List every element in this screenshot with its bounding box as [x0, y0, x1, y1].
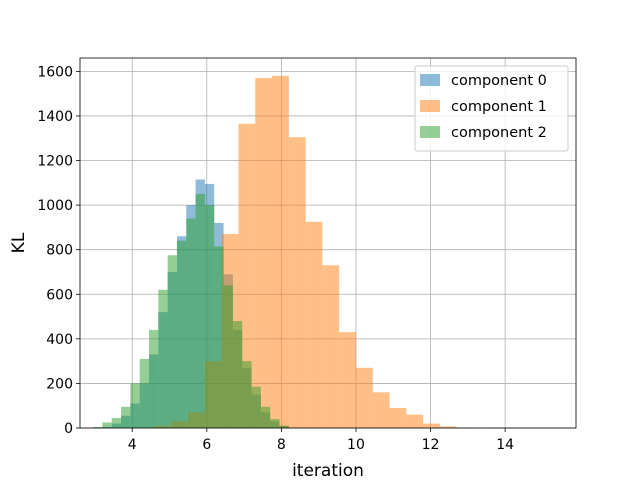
legend-label: component 1: [451, 99, 547, 115]
legend-label: component 0: [451, 73, 547, 89]
y-tick-label: 1000: [37, 198, 73, 214]
series-2-bars: [93, 193, 289, 428]
y-tick-label: 400: [46, 332, 73, 348]
histogram-bar: [186, 218, 196, 428]
x-tick-label: 8: [277, 437, 286, 453]
histogram-bar: [255, 78, 273, 428]
histogram-bar: [242, 361, 252, 428]
histogram-bar: [176, 240, 187, 428]
ticks-layer: 4 6 8 10 12 14 0 200 400 600 800 1000 1200 1400 1600: [37, 64, 514, 453]
legend: component 0 component 1 component 2: [414, 65, 569, 152]
y-tick-label: 1200: [37, 154, 73, 170]
x-tick-label: 4: [128, 437, 137, 453]
histogram-bar: [232, 321, 243, 428]
x-axis-title: iteration: [292, 461, 364, 480]
histogram-bar: [214, 246, 224, 428]
histogram-bar: [251, 386, 261, 428]
legend-swatch: [420, 74, 440, 86]
histogram-bar: [288, 137, 306, 428]
histogram-bar: [111, 417, 122, 428]
x-tick-label: 6: [202, 437, 211, 453]
histogram-bar: [305, 221, 323, 428]
legend-swatch: [420, 100, 440, 112]
histogram-bar: [130, 383, 140, 428]
histogram-bar: [223, 285, 233, 428]
x-tick-label: 10: [347, 437, 365, 453]
histogram-bar: [339, 332, 356, 428]
histogram-bar: [158, 289, 168, 428]
histogram-bar: [372, 392, 390, 428]
histogram-bar: [139, 358, 149, 428]
histogram-bar: [204, 205, 215, 428]
histogram-bar: [279, 425, 289, 428]
y-tick-label: 200: [46, 376, 73, 392]
legend-label: component 2: [451, 125, 547, 141]
y-tick-label: 1600: [37, 64, 73, 80]
y-axis-title: KL: [9, 232, 29, 253]
histogram-bar: [148, 329, 159, 428]
histogram-bar: [93, 426, 103, 428]
histogram-bar: [355, 367, 373, 428]
histogram-bar: [272, 75, 289, 428]
histogram-bar: [121, 406, 131, 428]
histogram-bar: [167, 255, 177, 428]
histogram-bar: [406, 414, 424, 428]
histogram-bar: [238, 123, 256, 428]
legend-box: [414, 65, 569, 152]
bars-layer: [93, 75, 541, 428]
histogram-bar: [102, 422, 112, 428]
histogram-bar: [322, 265, 340, 428]
x-tick-label: 14: [496, 437, 514, 453]
histogram-bar: [439, 426, 457, 428]
y-tick-label: 800: [46, 243, 73, 259]
legend-swatch: [420, 126, 440, 138]
histogram-bar: [195, 193, 205, 428]
histogram-bar: [389, 407, 407, 428]
histogram-bar: [270, 419, 280, 428]
plot-frame: [79, 57, 577, 429]
histogram-bar: [260, 406, 271, 428]
histogram-bar: [423, 423, 440, 428]
y-tick-label: 600: [46, 287, 73, 303]
x-tick-label: 12: [422, 437, 440, 453]
y-tick-label: 1400: [37, 109, 73, 125]
y-tick-label: 0: [64, 421, 73, 437]
